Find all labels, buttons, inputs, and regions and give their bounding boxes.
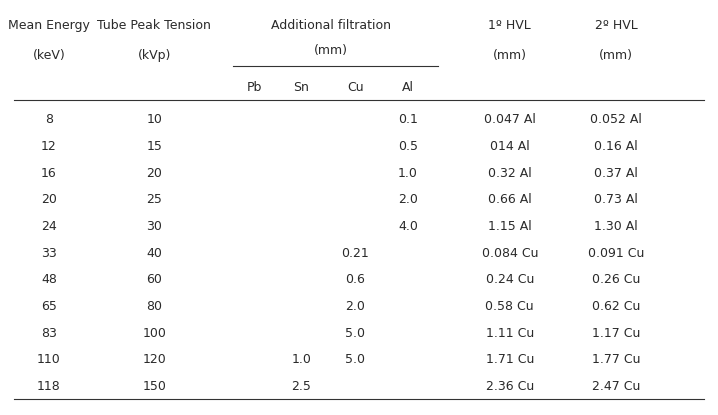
- Text: 1.0: 1.0: [398, 166, 418, 180]
- Text: 83: 83: [41, 327, 57, 340]
- Text: 0.58 Cu: 0.58 Cu: [485, 300, 534, 313]
- Text: 0.37 Al: 0.37 Al: [594, 166, 638, 180]
- Text: 0.73 Al: 0.73 Al: [594, 193, 638, 206]
- Text: 33: 33: [41, 247, 57, 260]
- Text: 0.5: 0.5: [398, 140, 418, 153]
- Text: 48: 48: [41, 273, 57, 286]
- Text: Cu: Cu: [347, 81, 364, 94]
- Text: Tube Peak Tension: Tube Peak Tension: [98, 19, 211, 32]
- Text: 10: 10: [146, 113, 162, 126]
- Text: 80: 80: [146, 300, 162, 313]
- Text: 2.0: 2.0: [398, 193, 418, 206]
- Text: 1.17 Cu: 1.17 Cu: [592, 327, 640, 340]
- Text: Additional filtration: Additional filtration: [271, 19, 391, 32]
- Text: 118: 118: [37, 380, 61, 393]
- Text: 1.71 Cu: 1.71 Cu: [485, 354, 534, 366]
- Text: 20: 20: [146, 166, 162, 180]
- Text: 150: 150: [142, 380, 167, 393]
- Text: 0.26 Cu: 0.26 Cu: [592, 273, 640, 286]
- Text: 20: 20: [41, 193, 57, 206]
- Text: 30: 30: [146, 220, 162, 233]
- Text: 100: 100: [142, 327, 167, 340]
- Text: 25: 25: [146, 193, 162, 206]
- Text: 1.30 Al: 1.30 Al: [595, 220, 638, 233]
- Text: 0.62 Cu: 0.62 Cu: [592, 300, 640, 313]
- Text: Pb: Pb: [247, 81, 263, 94]
- Text: 5.0: 5.0: [345, 354, 365, 366]
- Text: (mm): (mm): [599, 49, 633, 62]
- Text: 12: 12: [41, 140, 57, 153]
- Text: 0.21: 0.21: [342, 247, 369, 260]
- Text: Sn: Sn: [294, 81, 309, 94]
- Text: 0.091 Cu: 0.091 Cu: [588, 247, 644, 260]
- Text: 0.1: 0.1: [398, 113, 418, 126]
- Text: 0.16 Al: 0.16 Al: [595, 140, 638, 153]
- Text: 1.77 Cu: 1.77 Cu: [592, 354, 640, 366]
- Text: 15: 15: [146, 140, 162, 153]
- Text: 1.0: 1.0: [292, 354, 312, 366]
- Text: 1.15 Al: 1.15 Al: [488, 220, 531, 233]
- Text: 0.6: 0.6: [345, 273, 365, 286]
- Text: 0.052 Al: 0.052 Al: [590, 113, 642, 126]
- Text: 4.0: 4.0: [398, 220, 418, 233]
- Text: 120: 120: [142, 354, 167, 366]
- Text: 40: 40: [146, 247, 162, 260]
- Text: 60: 60: [146, 273, 162, 286]
- Text: 65: 65: [41, 300, 57, 313]
- Text: 110: 110: [37, 354, 61, 366]
- Text: 16: 16: [41, 166, 57, 180]
- Text: (mm): (mm): [493, 49, 527, 62]
- Text: 24: 24: [41, 220, 57, 233]
- Text: Mean Energy: Mean Energy: [8, 19, 90, 32]
- Text: 0.084 Cu: 0.084 Cu: [482, 247, 538, 260]
- Text: 0.32 Al: 0.32 Al: [488, 166, 531, 180]
- Text: 2.36 Cu: 2.36 Cu: [485, 380, 534, 393]
- Text: (mm): (mm): [314, 44, 348, 57]
- Text: 014 Al: 014 Al: [490, 140, 530, 153]
- Text: 0.24 Cu: 0.24 Cu: [485, 273, 534, 286]
- Text: 8: 8: [45, 113, 53, 126]
- Text: 2.5: 2.5: [292, 380, 312, 393]
- Text: Al: Al: [402, 81, 414, 94]
- Text: (kVp): (kVp): [138, 49, 171, 62]
- Text: 0.66 Al: 0.66 Al: [488, 193, 531, 206]
- Text: 1º HVL: 1º HVL: [488, 19, 531, 32]
- Text: 0.047 Al: 0.047 Al: [484, 113, 536, 126]
- Text: 2.0: 2.0: [345, 300, 365, 313]
- Text: 2º HVL: 2º HVL: [595, 19, 638, 32]
- Text: 1.11 Cu: 1.11 Cu: [485, 327, 534, 340]
- Text: 2.47 Cu: 2.47 Cu: [592, 380, 640, 393]
- Text: 5.0: 5.0: [345, 327, 365, 340]
- Text: (keV): (keV): [32, 49, 65, 62]
